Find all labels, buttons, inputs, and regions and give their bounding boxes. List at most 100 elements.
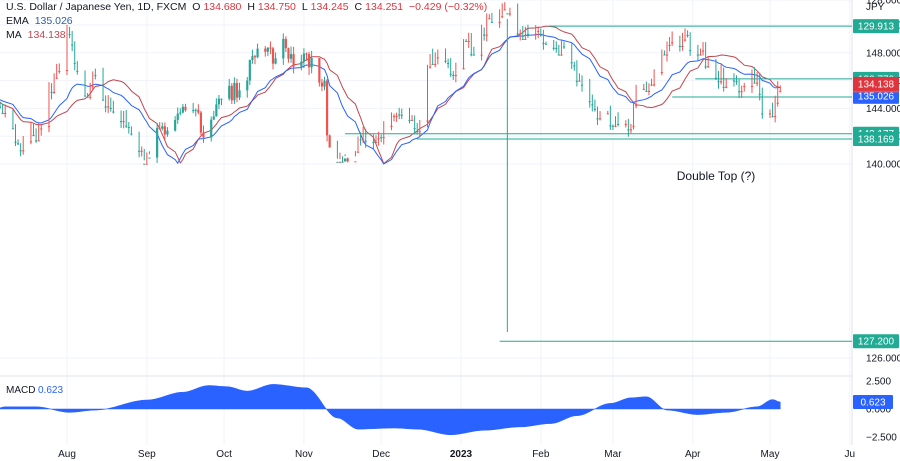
candle-body: [462, 68, 465, 70]
candle-body: [68, 34, 71, 36]
candle-body: [449, 73, 452, 75]
candle-body: [681, 46, 684, 48]
candle-down: [328, 134, 331, 148]
level-tag-label: 129.913: [858, 22, 895, 33]
macd-label: MACD: [6, 385, 35, 396]
candle-body: [380, 137, 383, 139]
candle-body: [498, 21, 501, 23]
candle-down: [462, 39, 465, 70]
candle-body: [197, 109, 200, 113]
candle-body: [302, 53, 306, 62]
candle-body: [753, 82, 756, 84]
candle-body: [238, 90, 241, 98]
candle-down: [699, 48, 702, 56]
candle-body: [591, 104, 594, 106]
candle-up: [470, 33, 473, 57]
candle-down: [719, 64, 723, 85]
candle-body: [771, 116, 774, 118]
candle-down: [305, 52, 308, 61]
candle-body: [112, 111, 115, 113]
candle-up: [86, 93, 89, 98]
candle-body: [699, 54, 702, 56]
candle-down: [202, 125, 205, 143]
candle-up: [109, 97, 112, 112]
x-tick-label: Mar: [604, 449, 622, 460]
candle-body: [37, 140, 40, 142]
candle-up: [125, 110, 128, 128]
candle-down: [488, 14, 491, 20]
candle-down: [606, 110, 609, 115]
candle-up: [217, 94, 221, 109]
candle-down: [354, 150, 357, 163]
candle-body: [485, 34, 488, 36]
candle-up: [447, 58, 450, 69]
candle-body: [282, 38, 285, 59]
candle-up: [1, 103, 4, 115]
candle-down: [284, 36, 287, 53]
candle-down: [392, 113, 396, 122]
grid: [0, 0, 853, 445]
candle-body: [55, 77, 58, 79]
macd-value-tag-label: 0.623: [860, 398, 885, 409]
candle-down: [480, 24, 483, 61]
candle-down: [269, 41, 272, 55]
candle-body: [761, 113, 764, 115]
candle-body: [573, 65, 576, 67]
candle-body: [289, 54, 293, 59]
candle-up: [161, 122, 164, 131]
candle-down: [320, 78, 324, 92]
symbol-title[interactable]: U.S. Dollar / Japanese Yen, 1D, FXCM: [6, 1, 187, 13]
candle-body: [174, 119, 177, 131]
candle-up: [761, 87, 764, 119]
candle-down: [614, 116, 617, 128]
candle-up: [300, 54, 303, 71]
candle-up: [526, 24, 530, 38]
candle-body: [575, 80, 578, 82]
candle-body: [593, 108, 596, 110]
candle-down: [740, 85, 743, 98]
ema-legend[interactable]: EMA 135.026: [6, 15, 76, 27]
ma-legend[interactable]: MA 134.138: [6, 29, 69, 41]
candle-up: [156, 122, 159, 163]
candle-up: [400, 108, 403, 120]
candle-body: [663, 54, 666, 56]
level-tag: [853, 19, 899, 34]
candle-body: [557, 54, 560, 56]
candle-up: [71, 30, 74, 51]
candle-down: [768, 109, 772, 118]
candle-body: [176, 113, 179, 120]
candle-body: [418, 131, 421, 133]
candle-up: [539, 28, 542, 37]
x-tick-label: Apr: [685, 449, 701, 460]
candle-down: [501, 3, 504, 18]
candle-down: [158, 122, 161, 131]
candle-down: [508, 7, 512, 17]
candle-body: [323, 80, 326, 87]
level-tag: [853, 334, 899, 349]
candle-up: [570, 43, 573, 70]
candle-body: [689, 50, 692, 52]
candle-up: [50, 83, 53, 100]
candle-up: [0, 102, 2, 109]
candle-up: [452, 70, 455, 80]
candle-body: [125, 125, 128, 127]
candle-body: [653, 84, 656, 86]
candle-up: [251, 49, 254, 64]
candle-body: [701, 50, 705, 52]
candle-down: [467, 32, 470, 48]
candle-body: [516, 33, 519, 35]
candle-body: [580, 84, 584, 86]
candle-up: [506, 13, 509, 332]
candle-body: [740, 91, 743, 93]
candle-down: [519, 29, 522, 41]
candle-down: [184, 103, 187, 112]
candle-up: [143, 148, 146, 165]
candle-body: [65, 70, 69, 72]
candle-up: [94, 68, 97, 80]
candle-up: [573, 61, 576, 71]
candle-up: [336, 140, 339, 163]
candle-body: [318, 58, 321, 83]
candle-body: [704, 66, 707, 68]
candle-body: [606, 113, 609, 115]
